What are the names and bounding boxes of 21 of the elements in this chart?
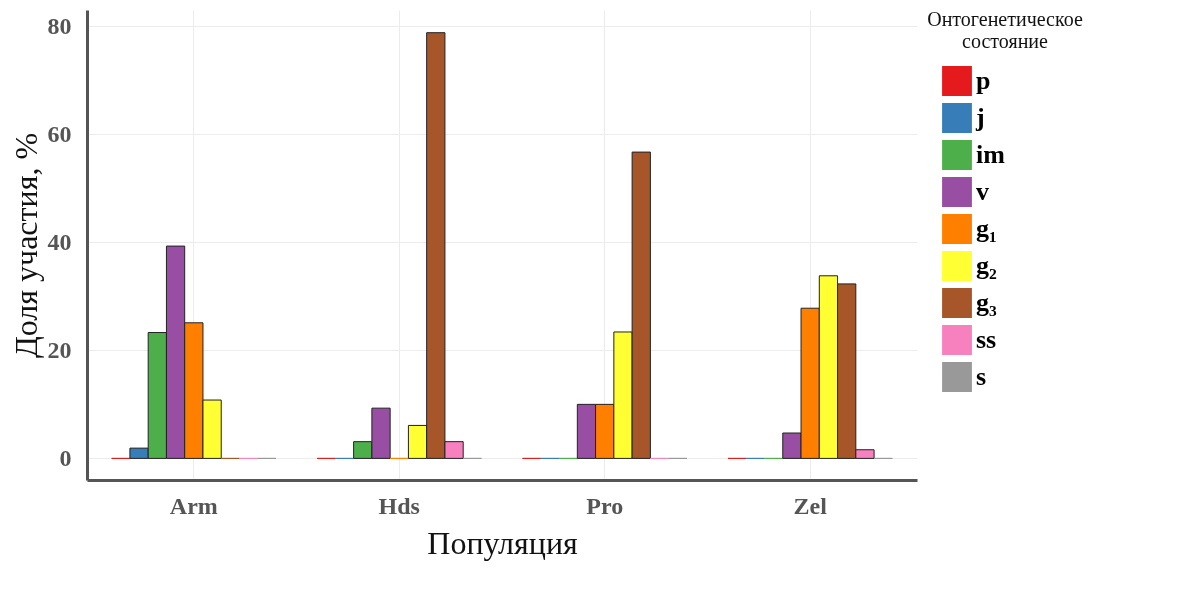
- legend-label: v: [976, 177, 989, 206]
- legend-label: j: [975, 103, 985, 132]
- y-axis-title: Доля участия, %: [7, 132, 44, 359]
- legend-label: s: [976, 362, 987, 391]
- y-tick-label: 0: [59, 444, 72, 471]
- legend-label: ss: [976, 325, 997, 354]
- legend-label: g₂: [976, 251, 997, 280]
- x-tick-label: Arm: [169, 492, 218, 519]
- y-tick-label: 80: [47, 12, 72, 39]
- y-tick-label: 60: [47, 120, 72, 147]
- legend-label: p: [976, 66, 991, 95]
- x-axis-title: Популяция: [427, 524, 579, 561]
- x-tick-label: Pro: [586, 492, 624, 519]
- legend-label: g₁: [976, 214, 997, 243]
- legend-label: g₃: [976, 288, 997, 317]
- x-tick-label: Zel: [793, 492, 828, 519]
- legend-title: Онтогенетическое состояние: [927, 8, 1083, 52]
- y-tick-label: 20: [47, 336, 72, 363]
- legend-label: im: [976, 140, 1006, 169]
- x-tick-label: Hds: [378, 492, 420, 519]
- y-tick-label: 40: [47, 228, 72, 255]
